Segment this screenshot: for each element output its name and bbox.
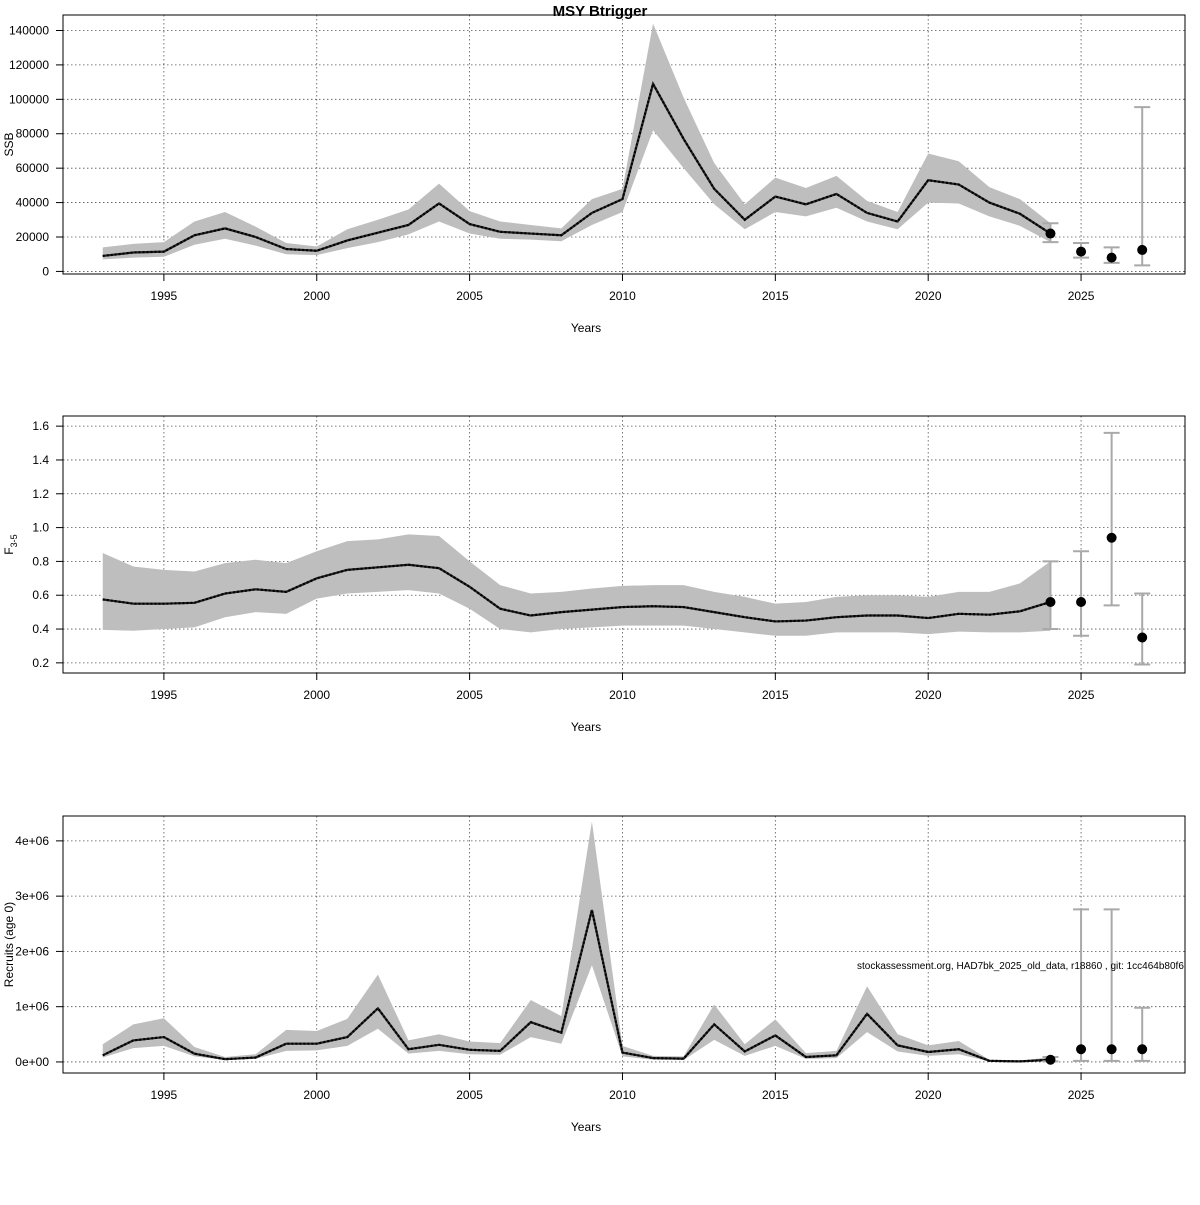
forecast-point <box>1106 252 1117 263</box>
plot-frame <box>62 14 1186 275</box>
y-tick-label: 4e+06 <box>15 834 49 848</box>
y-tick-label: 1e+06 <box>15 1000 49 1014</box>
estimate-line-dotted <box>102 80 1052 258</box>
y-tick-label: 140000 <box>9 23 49 37</box>
x-tick-label: 2005 <box>456 1088 483 1102</box>
forecast-point <box>1106 1044 1117 1055</box>
y-axis-label: SSB <box>2 132 16 156</box>
y-tick-label: 60000 <box>16 161 50 175</box>
x-axis-label: Years <box>571 720 601 734</box>
y-axis-label-subscript: 3-5 <box>9 534 19 547</box>
chart-footnote: stockassessment.org, HAD7bk_2025_old_dat… <box>857 961 1184 972</box>
forecast-point <box>1076 246 1087 257</box>
y-axis-label: Recruits (age 0) <box>2 902 16 987</box>
x-tick-label: 2000 <box>303 289 330 303</box>
y-tick-label: 120000 <box>9 58 49 72</box>
x-tick-label: 2015 <box>762 289 789 303</box>
forecast-point <box>1076 1044 1087 1055</box>
x-tick-label: 2020 <box>915 688 942 702</box>
y-tick-label: 0.2 <box>32 656 49 670</box>
y-tick-label: 100000 <box>9 92 49 106</box>
forecast-point <box>1045 228 1056 239</box>
forecast-point <box>1137 1044 1148 1055</box>
x-tick-label: 2015 <box>762 688 789 702</box>
confidence-band <box>102 534 1051 636</box>
y-tick-label: 1.0 <box>32 521 49 535</box>
x-tick-label: 2020 <box>915 289 942 303</box>
x-tick-label: 1995 <box>151 1088 178 1102</box>
plot-frame <box>62 415 1186 674</box>
x-tick-label: 2025 <box>1068 1088 1095 1102</box>
y-tick-label: 3e+06 <box>15 889 49 903</box>
forecast-point <box>1076 596 1087 607</box>
y-tick-label: 2e+06 <box>15 944 49 958</box>
confidence-band <box>102 23 1051 260</box>
y-tick-label: 0e+00 <box>15 1055 49 1069</box>
forecast-point <box>1137 244 1148 255</box>
y-tick-label: 80000 <box>16 127 50 141</box>
confidence-band <box>102 821 1051 1062</box>
x-tick-label: 2010 <box>609 1088 636 1102</box>
x-tick-label: 2005 <box>456 688 483 702</box>
x-tick-label: 2015 <box>762 1088 789 1102</box>
forecast-point <box>1045 1054 1056 1065</box>
y-tick-label: 0.8 <box>32 554 49 568</box>
estimate-line-dotted <box>102 563 1051 623</box>
x-tick-label: 2025 <box>1068 289 1095 303</box>
y-tick-label: 20000 <box>16 230 50 244</box>
y-tick-label: 0 <box>42 264 49 278</box>
forecast-point <box>1106 532 1117 543</box>
y-tick-label: 1.2 <box>32 487 49 501</box>
y-tick-label: 40000 <box>16 196 50 210</box>
estimate-line <box>102 909 1051 1063</box>
x-tick-label: 2000 <box>303 688 330 702</box>
y-tick-label: 0.4 <box>32 622 49 636</box>
x-axis-label: Years <box>571 321 601 335</box>
x-tick-label: 1995 <box>151 289 178 303</box>
y-tick-label: 1.4 <box>32 453 49 467</box>
x-tick-label: 2010 <box>609 688 636 702</box>
y-tick-label: 0.6 <box>32 588 49 602</box>
y-tick-label: 1.6 <box>32 419 49 433</box>
x-axis-label: Years <box>571 1120 601 1134</box>
forecast-point <box>1137 632 1148 643</box>
panel-3: 1995 2000 2005 2010 2015 2020 2025 0e+00 1e+06 2e… <box>2 815 1186 1134</box>
x-tick-label: 2020 <box>915 1088 942 1102</box>
x-tick-label: 2010 <box>609 289 636 303</box>
forecast-point <box>1045 596 1056 607</box>
x-tick-label: 2025 <box>1068 688 1095 702</box>
x-tick-label: 2005 <box>456 289 483 303</box>
y-axis-label: F3-5 <box>2 534 19 554</box>
x-tick-label: 2000 <box>303 1088 330 1102</box>
panel-2: 1995 2000 2005 2010 2015 2020 2025 0.2 0.4 0.6 0.8… <box>2 415 1186 734</box>
chart-title: MSY Btrigger <box>553 3 648 20</box>
plot-frame <box>62 815 1186 1074</box>
panel-1: 1995 2000 2005 2010 2015 2020 2025 0 20000 40000 6… <box>2 14 1186 335</box>
x-tick-label: 1995 <box>151 688 178 702</box>
